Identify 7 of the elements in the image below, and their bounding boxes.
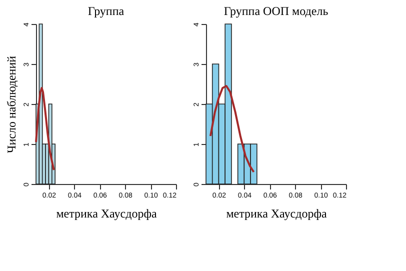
line-series [35, 87, 55, 171]
y-axis-title: Число наблюдений [4, 55, 18, 154]
chart-title: Группа [88, 4, 125, 18]
x-axis-title: метрика Хаусдорфа [56, 206, 158, 220]
x-axis-title: метрика Хаусдорфа [226, 206, 328, 220]
chart-title: Группа ООП модель [224, 4, 329, 18]
line-series [209, 85, 255, 173]
